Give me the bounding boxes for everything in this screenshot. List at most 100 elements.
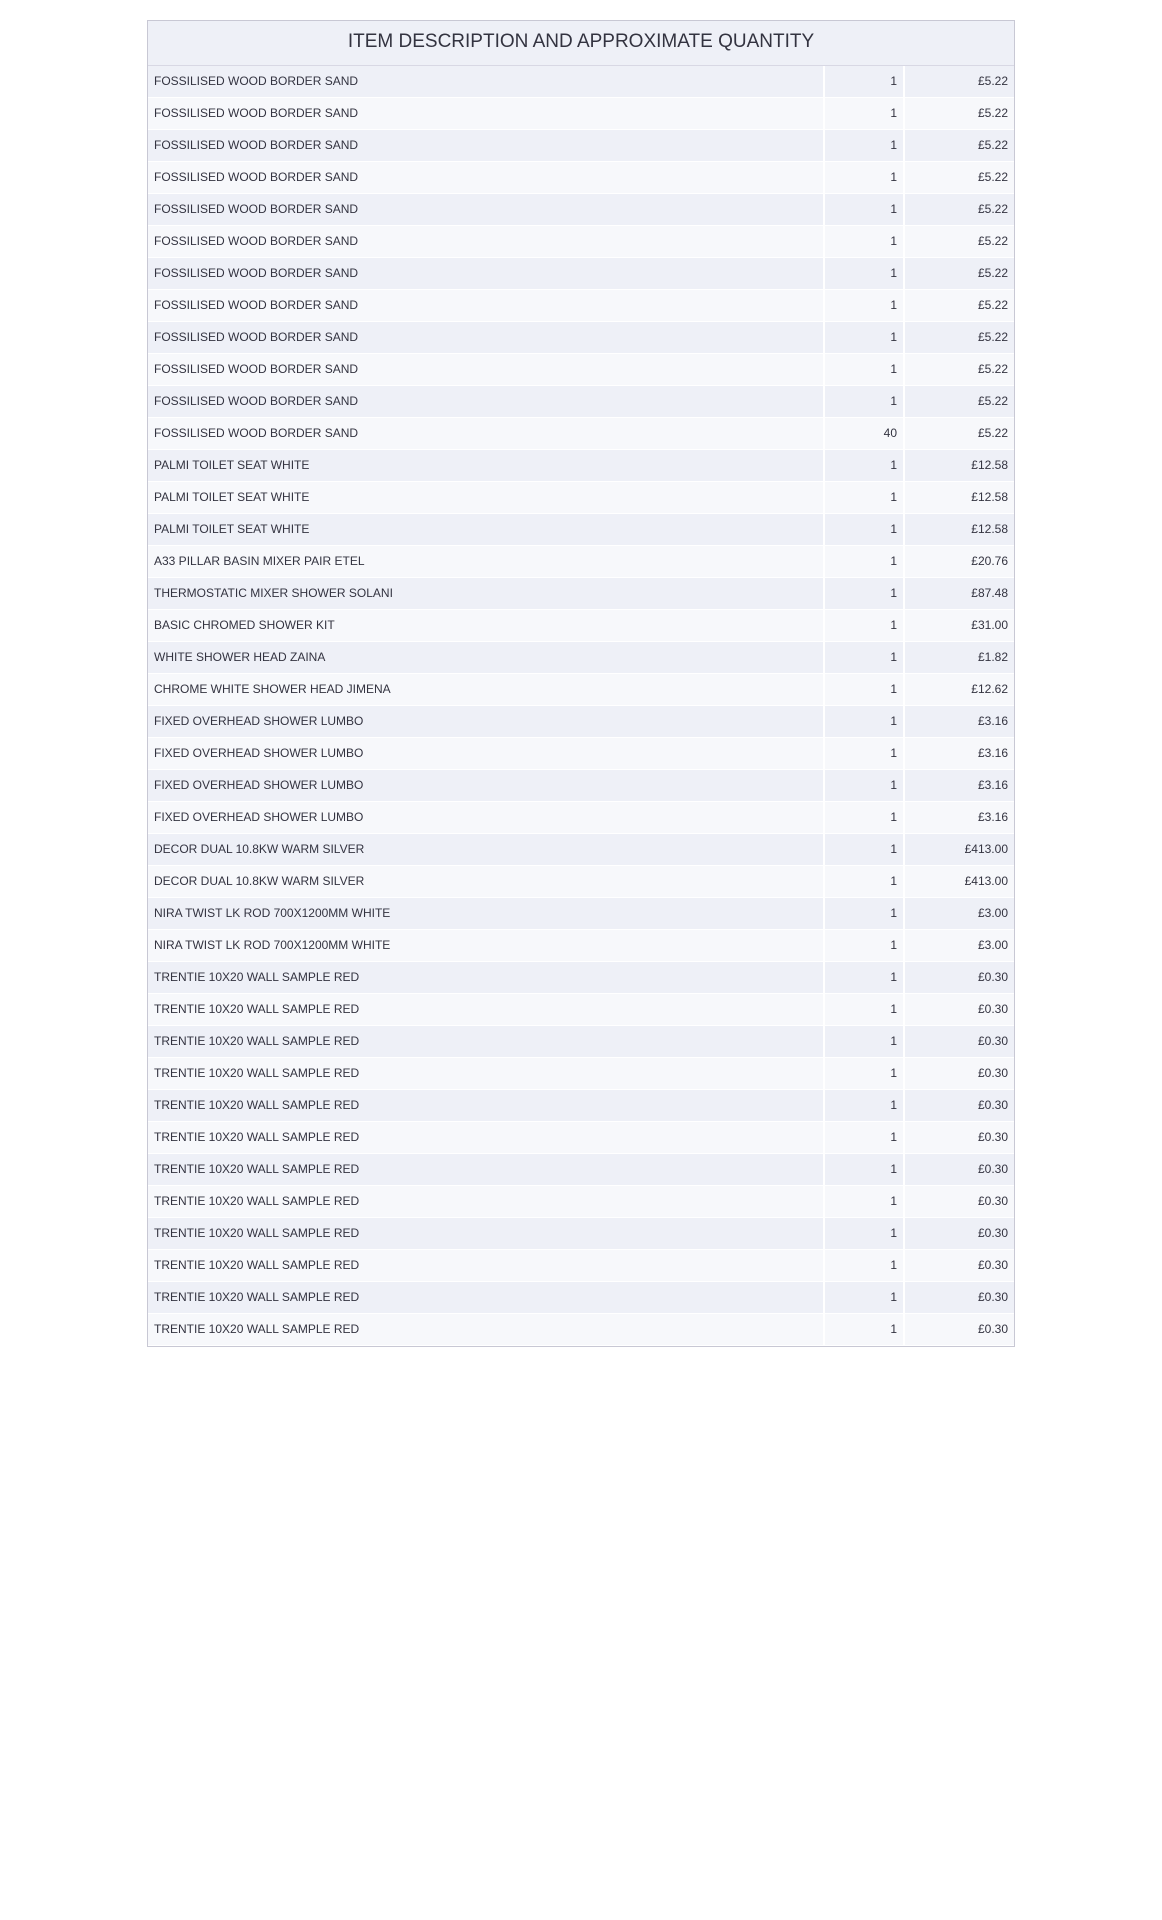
item-table-container: ITEM DESCRIPTION AND APPROXIMATE QUANTIT… (147, 20, 1015, 1347)
cell-qty: 1 (824, 578, 904, 610)
cell-price: £3.16 (904, 802, 1014, 834)
cell-description: TRENTIE 10X20 WALL SAMPLE RED (148, 1026, 824, 1058)
table-row: TRENTIE 10X20 WALL SAMPLE RED1£0.30 (148, 1218, 1014, 1250)
cell-price: £5.22 (904, 162, 1014, 194)
cell-description: TRENTIE 10X20 WALL SAMPLE RED (148, 994, 824, 1026)
cell-qty: 1 (824, 354, 904, 386)
cell-qty: 1 (824, 1314, 904, 1346)
cell-price: £0.30 (904, 1026, 1014, 1058)
cell-description: TRENTIE 10X20 WALL SAMPLE RED (148, 1154, 824, 1186)
cell-qty: 1 (824, 610, 904, 642)
cell-description: PALMI TOILET SEAT WHITE (148, 514, 824, 546)
cell-price: £0.30 (904, 994, 1014, 1026)
cell-description: FOSSILISED WOOD BORDER SAND (148, 290, 824, 322)
table-row: PALMI TOILET SEAT WHITE1£12.58 (148, 482, 1014, 514)
cell-qty: 1 (824, 1026, 904, 1058)
cell-price: £0.30 (904, 1090, 1014, 1122)
table-row: FOSSILISED WOOD BORDER SAND1£5.22 (148, 322, 1014, 354)
cell-qty: 1 (824, 546, 904, 578)
cell-description: FOSSILISED WOOD BORDER SAND (148, 322, 824, 354)
table-header: ITEM DESCRIPTION AND APPROXIMATE QUANTIT… (148, 21, 1014, 66)
cell-qty: 40 (824, 418, 904, 450)
cell-price: £87.48 (904, 578, 1014, 610)
cell-description: PALMI TOILET SEAT WHITE (148, 482, 824, 514)
cell-price: £3.16 (904, 770, 1014, 802)
table-row: FIXED OVERHEAD SHOWER LUMBO1£3.16 (148, 738, 1014, 770)
cell-price: £5.22 (904, 386, 1014, 418)
table-row: TRENTIE 10X20 WALL SAMPLE RED1£0.30 (148, 1122, 1014, 1154)
cell-price: £413.00 (904, 834, 1014, 866)
cell-description: FOSSILISED WOOD BORDER SAND (148, 194, 824, 226)
cell-qty: 1 (824, 642, 904, 674)
cell-price: £5.22 (904, 98, 1014, 130)
table-row: FOSSILISED WOOD BORDER SAND40£5.22 (148, 418, 1014, 450)
cell-qty: 1 (824, 226, 904, 258)
table-row: DECOR DUAL 10.8KW WARM SILVER1£413.00 (148, 866, 1014, 898)
table-row: TRENTIE 10X20 WALL SAMPLE RED1£0.30 (148, 1026, 1014, 1058)
table-row: FOSSILISED WOOD BORDER SAND1£5.22 (148, 354, 1014, 386)
cell-description: FIXED OVERHEAD SHOWER LUMBO (148, 770, 824, 802)
cell-price: £5.22 (904, 322, 1014, 354)
table-row: FOSSILISED WOOD BORDER SAND1£5.22 (148, 66, 1014, 98)
cell-qty: 1 (824, 194, 904, 226)
cell-price: £5.22 (904, 418, 1014, 450)
cell-description: TRENTIE 10X20 WALL SAMPLE RED (148, 1122, 824, 1154)
table-row: FOSSILISED WOOD BORDER SAND1£5.22 (148, 386, 1014, 418)
table-row: FOSSILISED WOOD BORDER SAND1£5.22 (148, 258, 1014, 290)
cell-description: FOSSILISED WOOD BORDER SAND (148, 98, 824, 130)
cell-qty: 1 (824, 738, 904, 770)
cell-price: £12.62 (904, 674, 1014, 706)
cell-qty: 1 (824, 450, 904, 482)
cell-description: BASIC CHROMED SHOWER KIT (148, 610, 824, 642)
table-row: PALMI TOILET SEAT WHITE1£12.58 (148, 450, 1014, 482)
cell-qty: 1 (824, 66, 904, 98)
table-row: TRENTIE 10X20 WALL SAMPLE RED1£0.30 (148, 1154, 1014, 1186)
cell-qty: 1 (824, 1090, 904, 1122)
table-row: PALMI TOILET SEAT WHITE1£12.58 (148, 514, 1014, 546)
cell-qty: 1 (824, 962, 904, 994)
table-row: FOSSILISED WOOD BORDER SAND1£5.22 (148, 194, 1014, 226)
cell-price: £31.00 (904, 610, 1014, 642)
table-row: TRENTIE 10X20 WALL SAMPLE RED1£0.30 (148, 1058, 1014, 1090)
cell-qty: 1 (824, 1282, 904, 1314)
cell-description: TRENTIE 10X20 WALL SAMPLE RED (148, 1058, 824, 1090)
cell-price: £12.58 (904, 450, 1014, 482)
cell-description: FOSSILISED WOOD BORDER SAND (148, 226, 824, 258)
table-row: NIRA TWIST LK ROD 700X1200MM WHITE1£3.00 (148, 898, 1014, 930)
cell-price: £0.30 (904, 1282, 1014, 1314)
cell-description: TRENTIE 10X20 WALL SAMPLE RED (148, 1282, 824, 1314)
table-row: DECOR DUAL 10.8KW WARM SILVER1£413.00 (148, 834, 1014, 866)
cell-description: PALMI TOILET SEAT WHITE (148, 450, 824, 482)
cell-qty: 1 (824, 1154, 904, 1186)
table-row: TRENTIE 10X20 WALL SAMPLE RED1£0.30 (148, 994, 1014, 1026)
table-row: A33 PILLAR BASIN MIXER PAIR ETEL1£20.76 (148, 546, 1014, 578)
cell-qty: 1 (824, 770, 904, 802)
cell-description: TRENTIE 10X20 WALL SAMPLE RED (148, 1186, 824, 1218)
table-row: BASIC CHROMED SHOWER KIT1£31.00 (148, 610, 1014, 642)
cell-description: FOSSILISED WOOD BORDER SAND (148, 162, 824, 194)
table-row: CHROME WHITE SHOWER HEAD JIMENA1£12.62 (148, 674, 1014, 706)
table-row: FIXED OVERHEAD SHOWER LUMBO1£3.16 (148, 770, 1014, 802)
table-row: THERMOSTATIC MIXER SHOWER SOLANI1£87.48 (148, 578, 1014, 610)
cell-description: THERMOSTATIC MIXER SHOWER SOLANI (148, 578, 824, 610)
cell-price: £0.30 (904, 1154, 1014, 1186)
cell-description: TRENTIE 10X20 WALL SAMPLE RED (148, 1090, 824, 1122)
cell-price: £0.30 (904, 1058, 1014, 1090)
cell-qty: 1 (824, 1186, 904, 1218)
cell-description: FOSSILISED WOOD BORDER SAND (148, 354, 824, 386)
cell-qty: 1 (824, 322, 904, 354)
cell-price: £3.00 (904, 898, 1014, 930)
table-row: FIXED OVERHEAD SHOWER LUMBO1£3.16 (148, 706, 1014, 738)
table-row: TRENTIE 10X20 WALL SAMPLE RED1£0.30 (148, 962, 1014, 994)
table-row: TRENTIE 10X20 WALL SAMPLE RED1£0.30 (148, 1250, 1014, 1282)
table-row: FOSSILISED WOOD BORDER SAND1£5.22 (148, 290, 1014, 322)
cell-qty: 1 (824, 834, 904, 866)
cell-price: £3.16 (904, 706, 1014, 738)
cell-qty: 1 (824, 290, 904, 322)
cell-description: FOSSILISED WOOD BORDER SAND (148, 66, 824, 98)
cell-qty: 1 (824, 98, 904, 130)
table-row: WHITE SHOWER HEAD ZAINA1£1.82 (148, 642, 1014, 674)
cell-description: TRENTIE 10X20 WALL SAMPLE RED (148, 1250, 824, 1282)
cell-qty: 1 (824, 1250, 904, 1282)
cell-price: £5.22 (904, 258, 1014, 290)
